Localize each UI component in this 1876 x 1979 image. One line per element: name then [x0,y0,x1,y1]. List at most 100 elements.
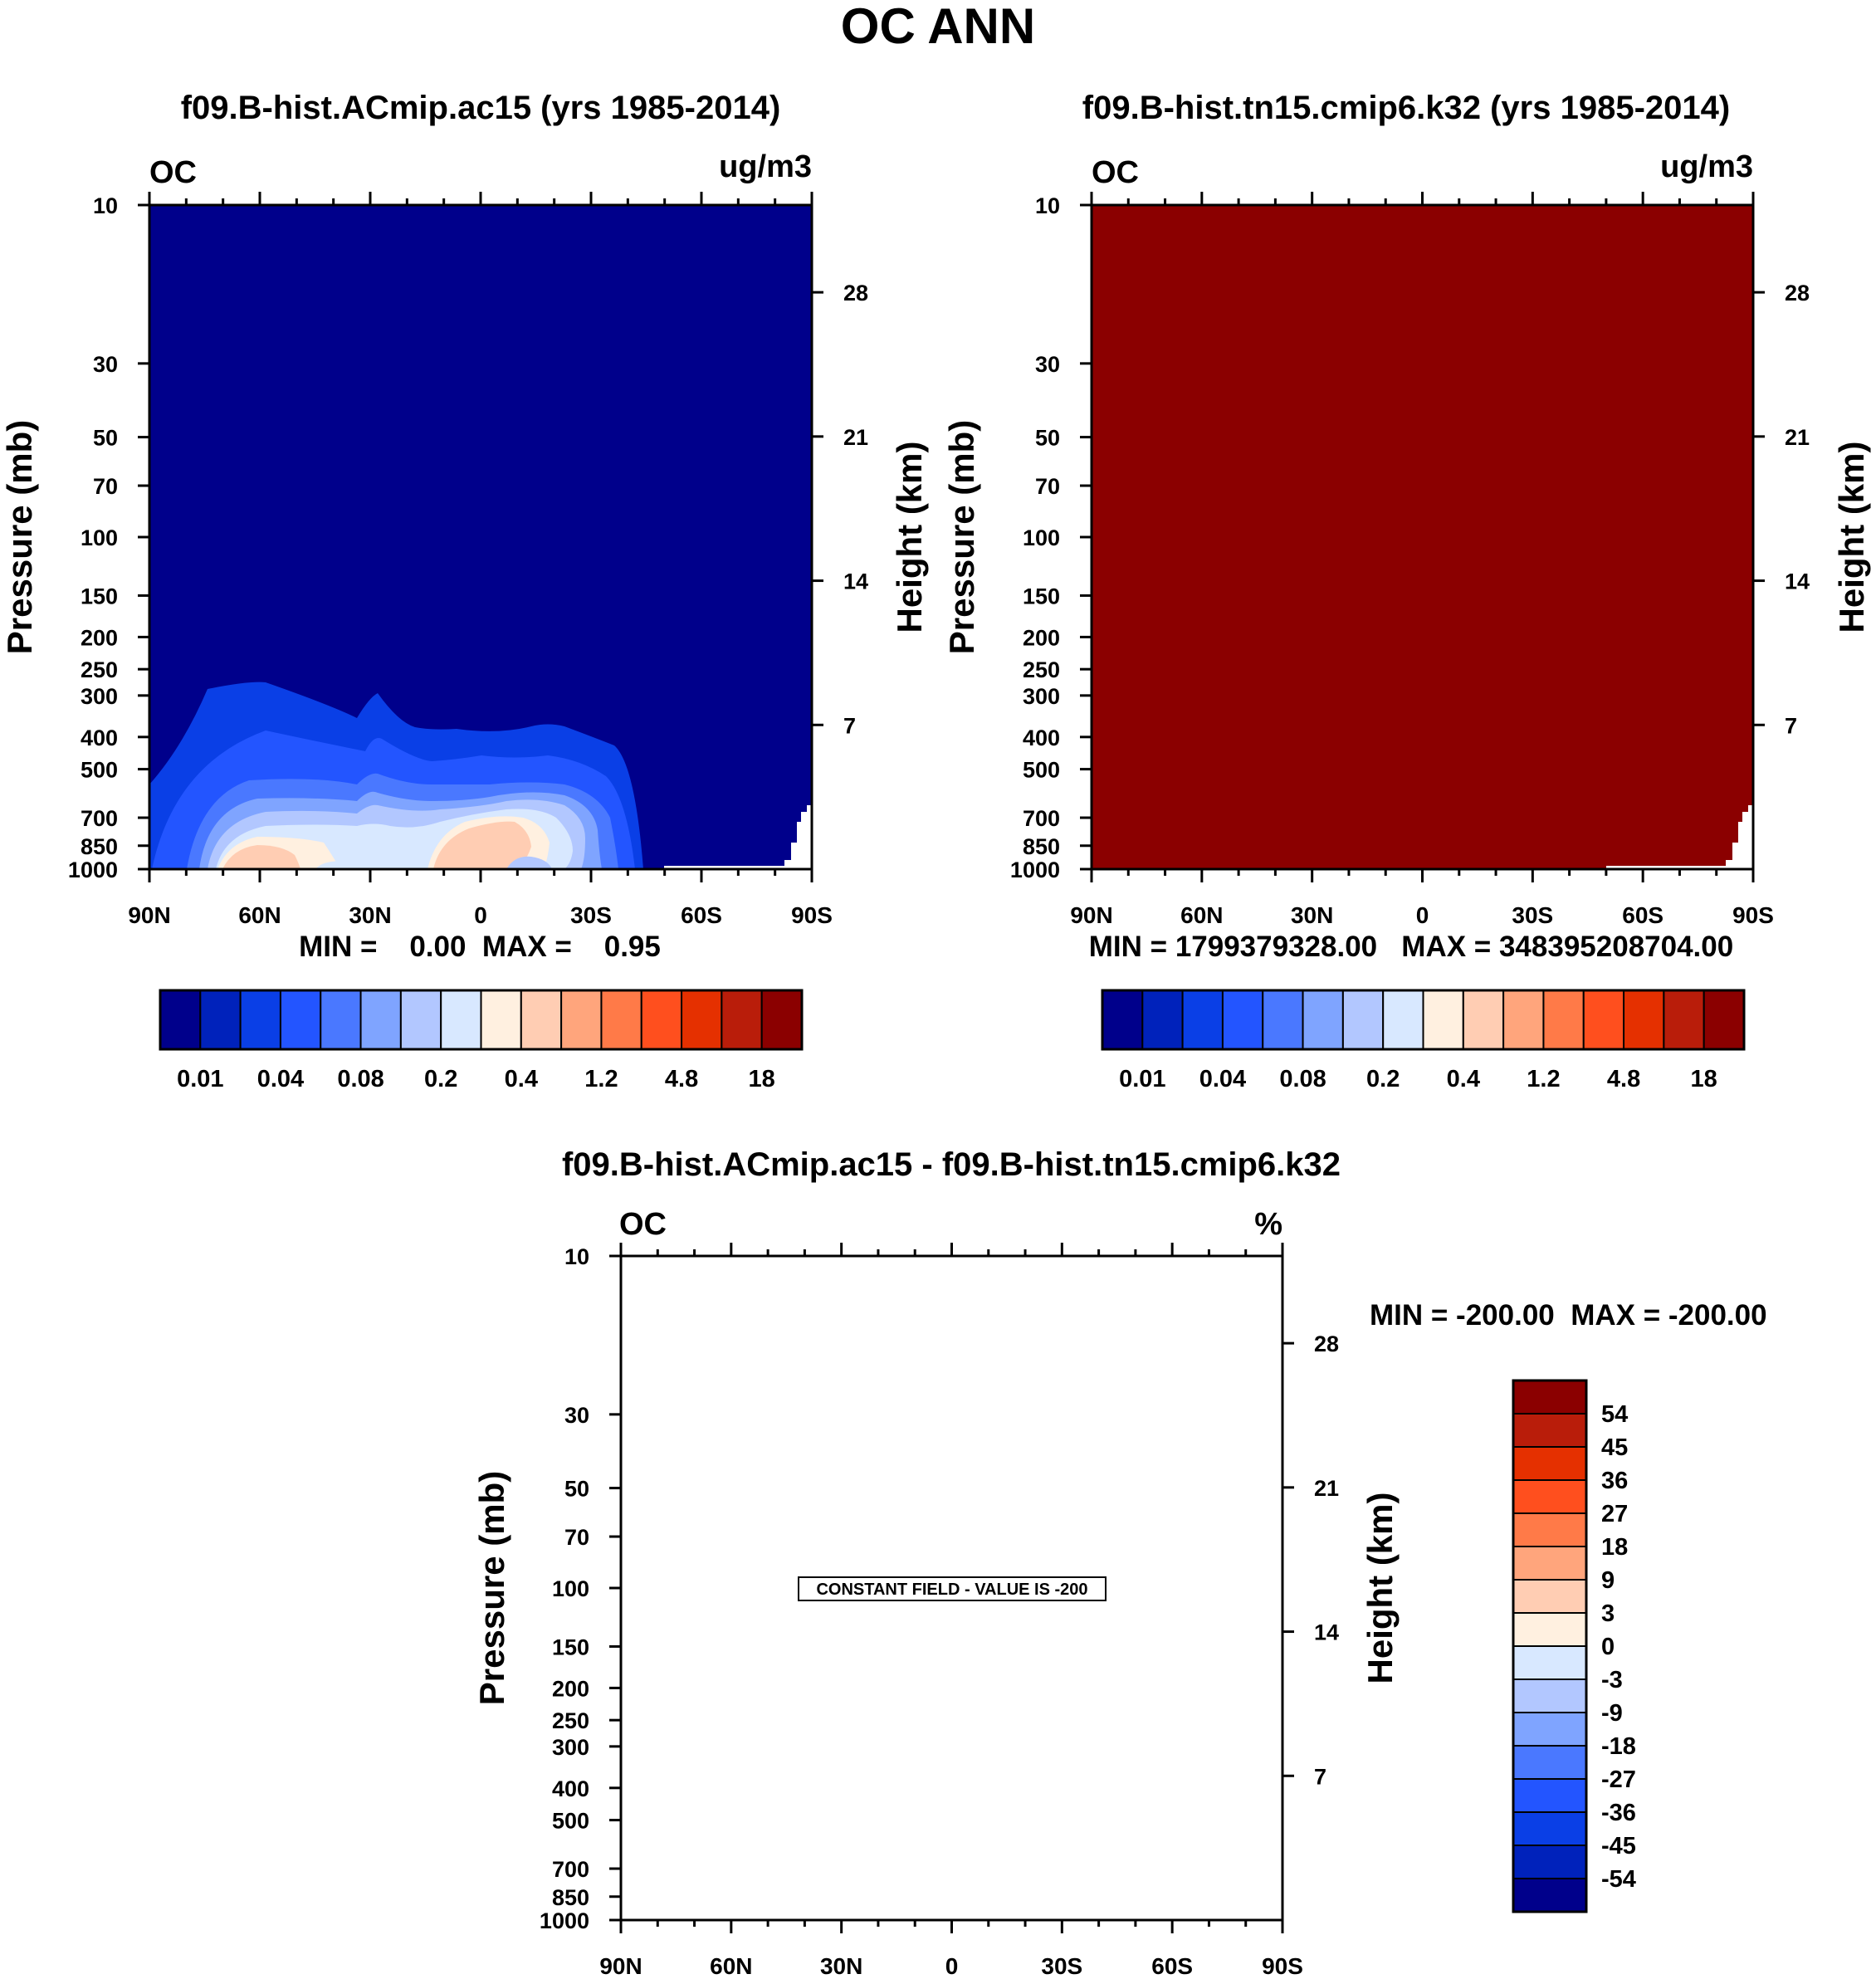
pressure-tick-label: 70 [564,1525,589,1550]
colorbar-swatch [1512,1612,1587,1647]
pressure-tick-label: 100 [81,525,118,550]
panel-2-y-right-axis-label: Height (km) [1832,442,1871,633]
colorbar-swatch [760,990,803,1050]
pressure-tick-label: 10 [93,193,118,218]
colorbar-swatch [1512,1479,1587,1514]
colorbar-swatch [239,990,281,1050]
height-tick-label: 21 [843,425,868,450]
height-tick-label: 14 [1314,1620,1339,1645]
latitude-tick-label: 30S [570,902,612,928]
height-tick-label: 7 [1314,1764,1326,1789]
colorbar-swatch [279,990,322,1050]
colorbar-label: -27 [1601,1766,1636,1793]
surface-patch [506,856,552,869]
panel-2-variable-label: OC [1092,155,1139,190]
pressure-tick-label: 400 [1023,726,1060,750]
latitude-tick-label: 0 [474,902,487,928]
panel-2-units: ug/m3 [1660,149,1753,184]
colorbar-label: 0.4 [1447,1066,1480,1092]
pressure-tick-label: 300 [552,1735,589,1760]
pressure-tick-label: 250 [552,1708,589,1733]
height-tick-label: 28 [1785,281,1810,305]
pressure-tick-label: 500 [81,758,118,783]
latitude-tick-label: 60S [1622,902,1663,928]
colorbar-label: 1.2 [584,1066,618,1092]
colorbar-swatch [520,990,563,1050]
colorbar-swatch [359,990,402,1050]
colorbar-swatch [1663,990,1705,1050]
colorbar-outline [1512,1379,1588,1913]
pressure-tick-label: 1000 [1010,858,1060,882]
pressure-tick-label: 150 [81,584,118,608]
pressure-tick-label: 150 [552,1635,589,1659]
colorbar-swatch [1703,990,1745,1050]
pressure-tick-label: 700 [552,1857,589,1882]
constant-field-note: CONSTANT FIELD - VALUE IS -200 [798,1576,1107,1601]
contour-level-10-b [433,821,531,869]
height-tick-label: 7 [843,713,856,738]
panel-3-y-axis-label: Pressure (mb) [472,1471,511,1705]
panel-1-variable-label: OC [149,155,197,190]
panel-3-units: % [1254,1207,1282,1242]
colorbar-label: 0.2 [424,1066,457,1092]
latitude-tick-label: 60S [681,902,722,928]
colorbar-label: 0.01 [1119,1066,1165,1092]
panel-1: f09.B-hist.ACmip.ac15 (yrs 1985-2014) OC… [0,90,929,1092]
pressure-tick-label: 850 [1023,834,1060,859]
colorbar-label: 0.08 [1279,1066,1326,1092]
pressure-tick-label: 50 [93,426,118,451]
colorbar-swatch [1102,990,1144,1050]
latitude-tick-label: 90S [1262,1953,1303,1979]
colorbar-swatch [1302,990,1344,1050]
latitude-tick-label: 30N [1291,902,1333,928]
latitude-tick-label: 90N [599,1953,642,1979]
panel-3: f09.B-hist.ACmip.ac15 - f09.B-hist.tn15.… [472,1146,1767,1979]
colorbar-label: 4.8 [665,1066,698,1092]
panel-3-minmax: MIN = -200.00 MAX = -200.00 [1370,1299,1767,1332]
pressure-tick-label: 100 [552,1576,589,1601]
height-tick-label: 21 [1785,425,1810,450]
latitude-tick-label: 30N [349,902,391,928]
colorbar-label: 0.2 [1366,1066,1400,1092]
colorbar-label: 36 [1601,1468,1628,1494]
colorbar-swatch [1512,1745,1587,1780]
colorbar-label: -3 [1601,1667,1623,1693]
pressure-tick-label: 400 [81,726,118,750]
colorbar-label: 1.2 [1527,1066,1560,1092]
panel-3-colorbar: 54 45 36 27 18 9 3 0 -3 -9 -18 -27 -36 -45 -54 [1512,1379,1636,1913]
colorbar-outline [159,989,804,1051]
colorbar-swatch [1341,990,1385,1050]
pressure-tick-label: 50 [1035,426,1060,451]
colorbar-label: 0.08 [337,1066,384,1092]
pressure-tick-label: 300 [1023,684,1060,709]
pressure-tick-label: 850 [81,834,118,859]
pressure-tick-label: 10 [564,1244,589,1269]
height-tick-label: 7 [1785,713,1797,738]
colorbar-swatch [1512,1512,1587,1547]
colorbar-label: -18 [1601,1733,1636,1760]
pressure-tick-label: 100 [1023,525,1060,550]
pressure-tick-label: 10 [1035,193,1060,218]
pressure-tick-label: 70 [1035,474,1060,499]
pressure-tick-label: 200 [81,625,118,650]
colorbar-swatch [1181,990,1224,1050]
latitude-tick-label: 0 [945,1953,959,1979]
low-level-light-strip [315,861,390,869]
panel-2-y-axis-label: Pressure (mb) [942,420,981,654]
latitude-tick-label: 90S [1732,902,1774,928]
colorbar-swatch [1141,990,1184,1050]
height-tick-label: 14 [1785,569,1810,594]
latitude-tick-label: 90N [128,902,170,928]
missing-data-region [664,805,812,869]
colorbar-label: 54 [1601,1401,1628,1428]
colorbar-swatch [440,990,482,1050]
pressure-tick-label: 1000 [540,1908,589,1933]
colorbar-swatch [159,990,202,1050]
panel-2-plot-background [1092,205,1753,869]
panel-2-title: f09.B-hist.tn15.cmip6.k32 (yrs 1985-2014… [1082,90,1730,126]
height-tick-label: 14 [843,569,868,594]
panel-1-frame: 1030507010015020025030040050070085010002… [68,192,868,928]
colorbar-label: 0.04 [1199,1066,1246,1092]
colorbar-swatch [640,990,683,1050]
